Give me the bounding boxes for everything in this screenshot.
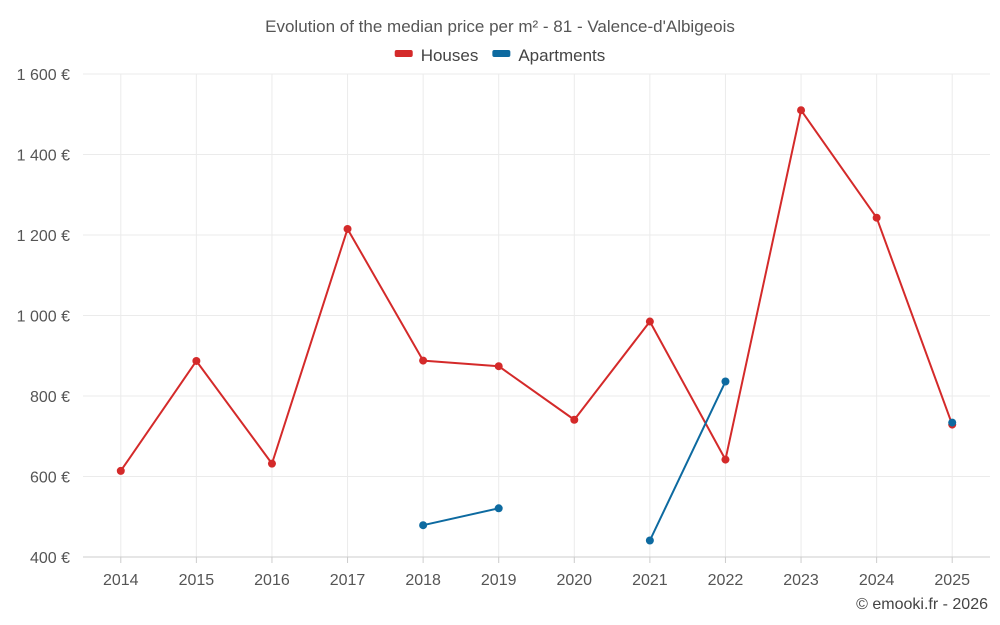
data-point-apartments[interactable] (948, 418, 957, 427)
legend: Houses Apartments (394, 46, 605, 65)
y-tick-label: 1 000 € (17, 309, 70, 326)
legend-swatch (394, 50, 413, 57)
x-tick-label: 2016 (254, 572, 290, 589)
legend-label: Houses (421, 46, 479, 65)
axes: 400 € 600 € 800 € 1 000 € 1 200 € 1 400 € 1 60… (17, 67, 990, 589)
x-tick-label: 2024 (859, 572, 895, 589)
x-tick-label: 2023 (783, 572, 819, 589)
x-tick-label: 2015 (179, 572, 215, 589)
series (116, 106, 957, 545)
x-tick-label: 2014 (103, 572, 139, 589)
x-tick-label: 2019 (481, 572, 517, 589)
data-point-houses[interactable] (419, 356, 428, 365)
data-point-houses[interactable] (721, 455, 730, 464)
data-point-houses[interactable] (570, 415, 579, 424)
data-point-houses[interactable] (192, 356, 201, 365)
data-point-houses[interactable] (267, 459, 276, 468)
y-tick-label: 400 € (30, 550, 70, 567)
legend-item-apartments[interactable]: Apartments (492, 46, 605, 65)
x-tick-label: 2018 (405, 572, 441, 589)
series-apartments (419, 377, 957, 545)
x-tick-label: 2017 (330, 572, 366, 589)
y-tick-label: 1 200 € (17, 228, 70, 245)
data-point-houses[interactable] (494, 362, 503, 371)
legend-swatch (492, 50, 511, 57)
legend-item-houses[interactable]: Houses (394, 46, 479, 65)
legend-label: Apartments (518, 46, 605, 65)
data-point-houses[interactable] (797, 106, 806, 115)
y-tick-label: 600 € (30, 470, 70, 487)
x-tick-label: 2020 (556, 572, 592, 589)
data-point-houses[interactable] (116, 466, 125, 475)
grid (83, 73, 990, 557)
data-point-houses[interactable] (343, 224, 352, 233)
data-point-apartments[interactable] (494, 504, 503, 513)
series-houses (116, 106, 957, 475)
series-line-apartments (422, 507, 500, 527)
data-point-apartments[interactable] (419, 521, 428, 530)
y-tick-label: 1 400 € (17, 148, 70, 165)
y-tick-label: 1 600 € (17, 67, 70, 84)
data-point-apartments[interactable] (721, 377, 730, 386)
x-tick-label: 2022 (708, 572, 744, 589)
x-tick-label: 2021 (632, 572, 668, 589)
data-point-houses[interactable] (872, 213, 881, 222)
x-tick-label: 2025 (934, 572, 970, 589)
data-point-houses[interactable] (645, 317, 654, 326)
chart-title: Evolution of the median price per m² - 8… (265, 17, 735, 36)
y-tick-label: 800 € (30, 389, 70, 406)
credit-text: © emooki.fr - 2026 (856, 596, 988, 613)
series-line-apartments (648, 380, 727, 542)
series-line-houses (119, 109, 954, 472)
data-point-apartments[interactable] (645, 536, 654, 545)
